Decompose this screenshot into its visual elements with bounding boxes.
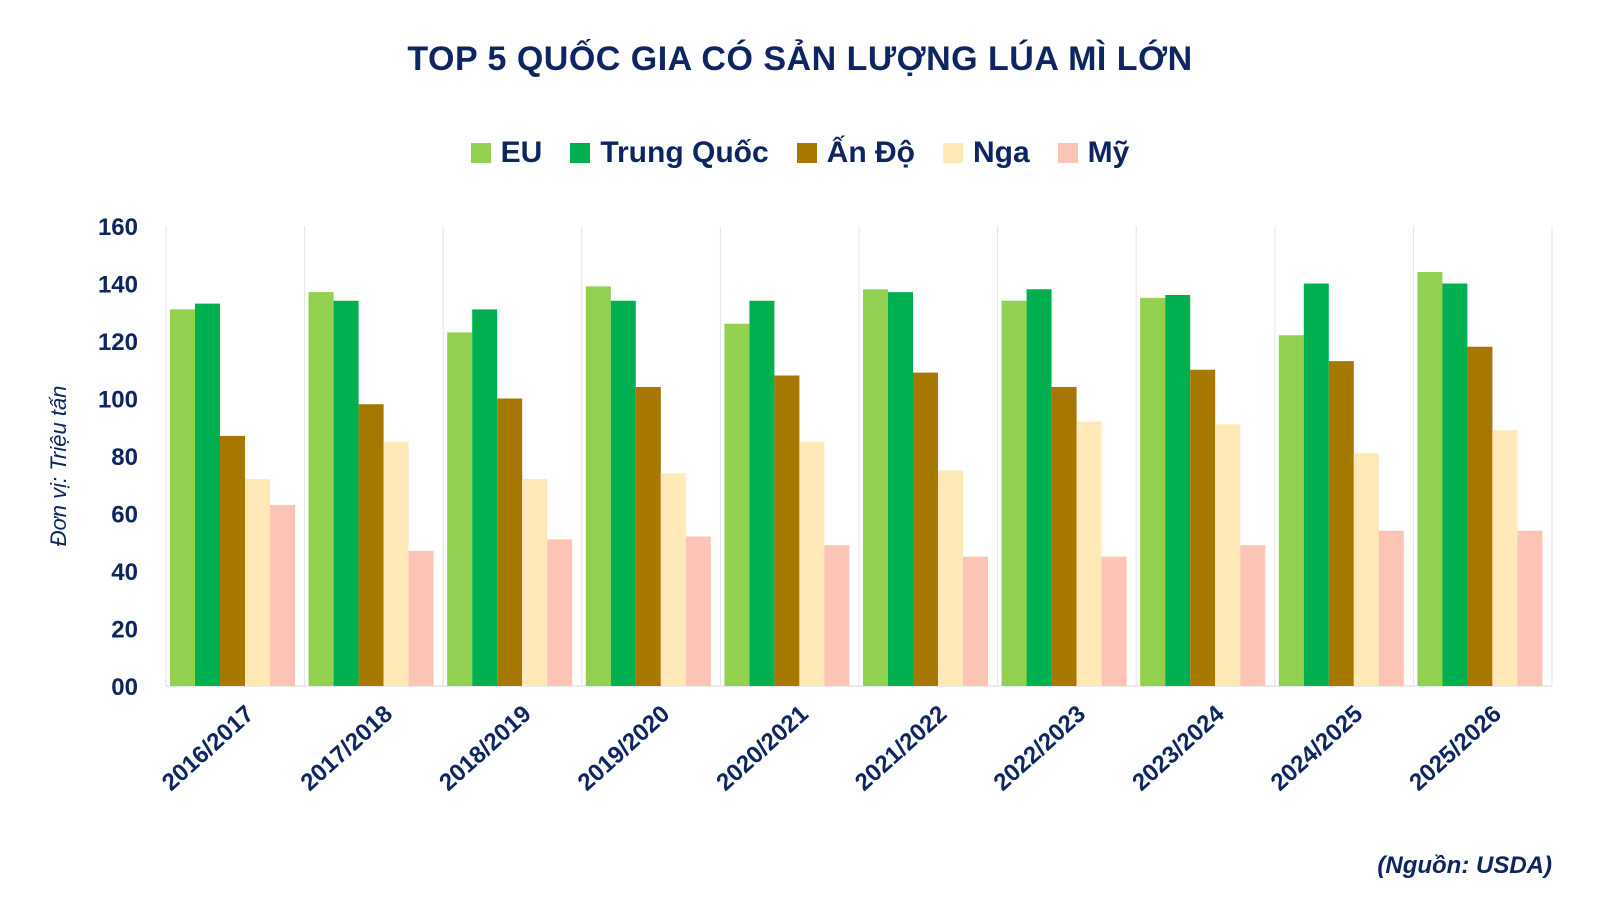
bar-eu-2022-2023 [1001,300,1027,686]
bar-mỹ-2019-2020 [685,536,711,686]
bar-ấn-độ-2016-2017 [220,435,245,686]
bar-eu-2018-2019 [447,332,473,686]
bar-nga-2024-2025 [1353,453,1379,686]
y-tick-label: 120 [98,329,138,356]
x-tick-label: 2019/2020 [573,700,675,796]
bar-nga-2017-2018 [383,441,409,686]
chart-title: TOP 5 QUỐC GIA CÓ SẢN LƯỢNG LÚA MÌ LỚN [407,40,1193,78]
bar-trung-quốc-2019-2020 [610,300,636,686]
bar-trung-quốc-2024-2025 [1303,283,1329,686]
x-tick-label: 2018/2019 [434,700,536,796]
bar-eu-2023-2024 [1140,297,1166,686]
bar-trung-quốc-2017-2018 [333,300,359,686]
bar-eu-2024-2025 [1278,335,1304,686]
legend-swatch [570,143,591,163]
legend: EU Trung Quốc Ấn Độ Nga Mỹ [0,136,1600,170]
bar-trung-quốc-2023-2024 [1165,295,1191,686]
bar-ấn-độ-2025-2026 [1467,346,1493,686]
bar-eu-2025-2026 [1417,272,1443,686]
bar-nga-2025-2026 [1492,430,1518,686]
bar-eu-2020-2021 [724,323,750,686]
bar-ấn-độ-2020-2021 [774,375,800,686]
x-tick-label: 2020/2021 [711,700,813,796]
bar-ấn-độ-2018-2019 [497,398,523,686]
legend-swatch [942,143,963,163]
bar-trung-quốc-2018-2019 [472,309,498,686]
bar-nga-2023-2024 [1215,424,1241,686]
legend-item: Trung Quốc [570,136,769,170]
bar-nga-2020-2021 [799,441,825,686]
source-note: (Nguồn: USDA) [1377,852,1552,879]
y-tick-label: 00 [111,674,138,701]
y-tick-label: 80 [111,444,138,471]
bar-mỹ-2016-2017 [270,504,295,686]
bar-nga-2019-2020 [660,473,686,686]
y-tick-label: 160 [98,214,138,241]
y-tick-label: 60 [111,502,138,529]
legend-swatch [1057,143,1078,163]
bar-mỹ-2023-2024 [1240,545,1266,686]
y-axis-title: Đơn vị: Triệu tấn [46,386,71,547]
legend-item: Mỹ [1057,136,1130,170]
bar-ấn-độ-2019-2020 [635,387,661,686]
bar-trung-quốc-2016-2017 [195,303,220,686]
legend-label: Nga [972,136,1030,169]
x-tick-label: 2017/2018 [296,700,398,796]
y-tick-label: 100 [98,387,138,414]
bar-eu-2016-2017 [170,309,195,686]
bar-nga-2016-2017 [245,479,270,686]
legend-item: EU [470,136,543,170]
legend-item: Ấn Độ [796,136,915,170]
bar-mỹ-2017-2018 [408,550,434,686]
x-tick-label: 2024/2025 [1266,700,1368,796]
bar-trung-quốc-2025-2026 [1442,283,1468,686]
bar-eu-2021-2022 [863,289,888,686]
bar-nga-2022-2023 [1076,421,1102,686]
legend-label: EU [500,136,543,169]
x-tick-label: 2021/2022 [850,700,952,796]
bar-nga-2018-2019 [522,479,548,686]
legend-item: Nga [942,136,1030,170]
x-tick-label: 2025/2026 [1404,700,1506,796]
bar-ấn-độ-2017-2018 [358,404,384,686]
legend-swatch [796,143,817,163]
bar-mỹ-2025-2026 [1517,530,1543,686]
bar-eu-2019-2020 [585,286,611,686]
y-tick-label: 140 [98,272,138,299]
bar-ấn-độ-2024-2025 [1328,361,1354,686]
bar-eu-2017-2018 [308,292,334,686]
bar-trung-quốc-2022-2023 [1026,289,1052,686]
legend-label: Ấn Độ [826,136,915,169]
x-tick-label: 2016/2017 [157,700,259,796]
bar-mỹ-2020-2021 [824,545,850,686]
bar-trung-quốc-2020-2021 [749,300,775,686]
bar-mỹ-2018-2019 [547,539,573,686]
bar-nga-2021-2022 [938,470,963,686]
bar-ấn-độ-2023-2024 [1190,369,1216,686]
bar-mỹ-2021-2022 [963,556,988,686]
x-tick-label: 2023/2024 [1127,700,1230,796]
legend-label: Mỹ [1087,136,1130,169]
bar-trung-quốc-2021-2022 [888,292,913,686]
legend-swatch [470,143,491,163]
x-tick-label: 2022/2023 [989,700,1091,796]
y-tick-label: 20 [111,617,138,644]
bar-mỹ-2022-2023 [1101,556,1127,686]
legend-label: Trung Quốc [600,136,769,169]
bar-mỹ-2024-2025 [1378,530,1404,686]
y-tick-label: 40 [111,559,138,586]
bar-ấn-độ-2022-2023 [1051,387,1077,686]
bar-ấn-độ-2021-2022 [913,372,938,686]
